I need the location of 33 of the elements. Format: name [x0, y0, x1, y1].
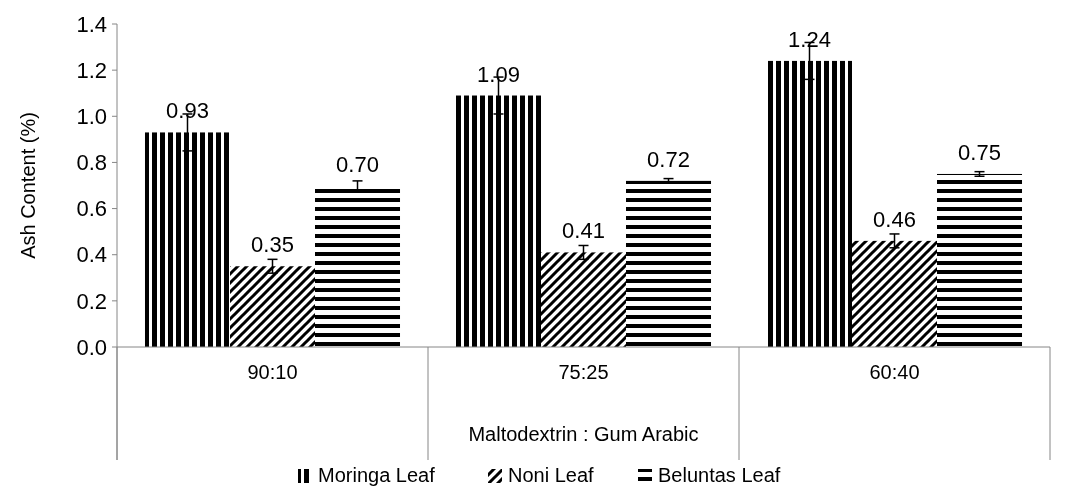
bar	[144, 132, 230, 347]
y-tick-label: 1.4	[76, 11, 107, 37]
data-label: 1.09	[477, 61, 520, 87]
data-label: 0.70	[336, 151, 379, 177]
bar	[852, 240, 937, 347]
bar	[455, 95, 541, 347]
data-label: 1.24	[788, 26, 831, 52]
legend-label: Beluntas Leaf	[658, 464, 781, 486]
y-axis-title: Ash Content (%)	[17, 112, 39, 259]
y-tick-label: 1.2	[76, 57, 107, 83]
data-label: 0.41	[562, 218, 605, 244]
y-tick-label: 0.4	[76, 242, 107, 268]
data-label: 0.46	[873, 206, 916, 232]
y-tick-label: 0.8	[76, 150, 107, 176]
bar	[766, 60, 852, 347]
data-label: 0.72	[647, 146, 690, 172]
x-tick-label: 75:25	[558, 361, 609, 383]
legend-label: Moringa Leaf	[318, 464, 436, 486]
y-tick-label: 0.0	[76, 334, 107, 360]
x-tick-label: 90:10	[247, 361, 298, 383]
x-tick-label: 60:40	[869, 361, 920, 383]
data-label: 0.35	[251, 232, 294, 258]
bar	[937, 173, 1023, 347]
y-tick-label: 1.0	[76, 103, 107, 129]
y-tick-label: 0.2	[76, 288, 107, 314]
legend-label: Noni Leaf	[508, 464, 595, 486]
data-label: 0.93	[166, 98, 209, 124]
x-axis-title: Maltodextrin : Gum Arabic	[468, 423, 699, 445]
bar	[230, 266, 315, 347]
data-label: 0.75	[958, 139, 1001, 165]
bar	[541, 252, 626, 347]
bar	[626, 180, 712, 347]
y-tick-label: 0.6	[76, 196, 107, 222]
